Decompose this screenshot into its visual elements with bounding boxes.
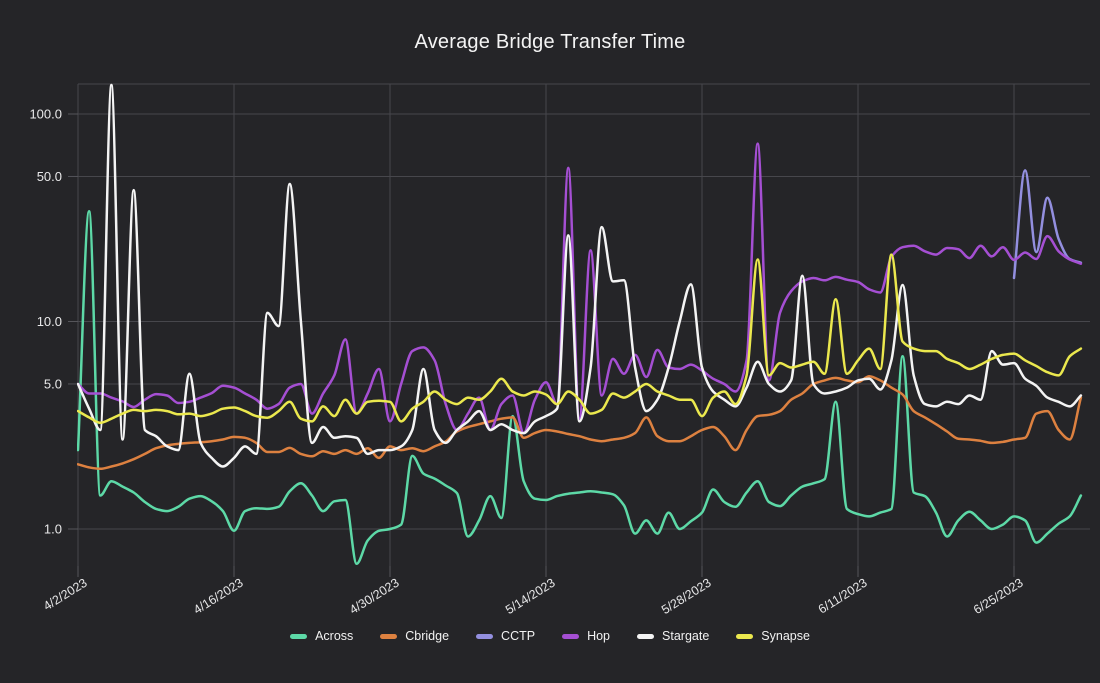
y-axis-tick-label: 50.0 <box>37 169 62 184</box>
legend-swatch-stargate <box>637 633 655 639</box>
legend-label: Hop <box>587 629 611 643</box>
axis-ticks <box>68 113 1015 577</box>
series-line-synapse <box>77 253 1083 425</box>
series-line-across <box>77 209 1083 566</box>
legend-swatch-cctp <box>476 633 494 639</box>
legend-swatch-hop <box>562 633 580 639</box>
chart-title: Average Bridge Transfer Time <box>414 31 686 53</box>
legend-swatch-synapse <box>736 633 754 639</box>
legend-item-cbridge[interactable]: Cbridge <box>380 629 449 643</box>
legend-item-cctp[interactable]: CCTP <box>476 629 535 643</box>
y-axis-tick-label: 100.0 <box>29 107 62 122</box>
y-axis-tick-label: 10.0 <box>37 314 62 329</box>
x-axis-tick-label: 4/16/2023 <box>191 576 246 617</box>
legend-label: Synapse <box>761 629 810 643</box>
legend-item-synapse[interactable]: Synapse <box>736 629 810 643</box>
legend-swatch-cbridge <box>380 633 398 639</box>
legend-label: Across <box>315 629 354 643</box>
legend-label: Cbridge <box>405 629 450 643</box>
series-line-hop <box>77 142 1083 435</box>
x-axis-tick-label: 4/2/2023 <box>41 576 90 614</box>
y-axis-tick-label: 1.0 <box>44 522 62 537</box>
legend-item-hop[interactable]: Hop <box>562 629 610 643</box>
gridlines <box>77 83 1090 566</box>
legend-item-across[interactable]: Across <box>290 629 353 643</box>
series-line-cbridge <box>77 374 1083 471</box>
x-axis-tick-label: 5/14/2023 <box>503 576 558 617</box>
legend-item-stargate[interactable]: Stargate <box>637 629 709 643</box>
x-axis-tick-label: 6/11/2023 <box>816 576 870 617</box>
legend-swatch-across <box>290 633 308 639</box>
x-axis-tick-label: 4/30/2023 <box>347 576 402 617</box>
x-axis-tick-label: 6/25/2023 <box>971 576 1026 617</box>
y-axis-tick-label: 5.0 <box>44 376 62 391</box>
legend-label: Stargate <box>662 629 710 643</box>
legend-label: CCTP <box>501 629 536 643</box>
series-line-cctp <box>1012 169 1083 280</box>
series-line-stargate <box>77 83 1083 468</box>
chart-legend: Across Cbridge CCTP Hop Stargate Synapse <box>0 629 1100 643</box>
x-axis-tick-label: 5/28/2023 <box>659 576 714 617</box>
